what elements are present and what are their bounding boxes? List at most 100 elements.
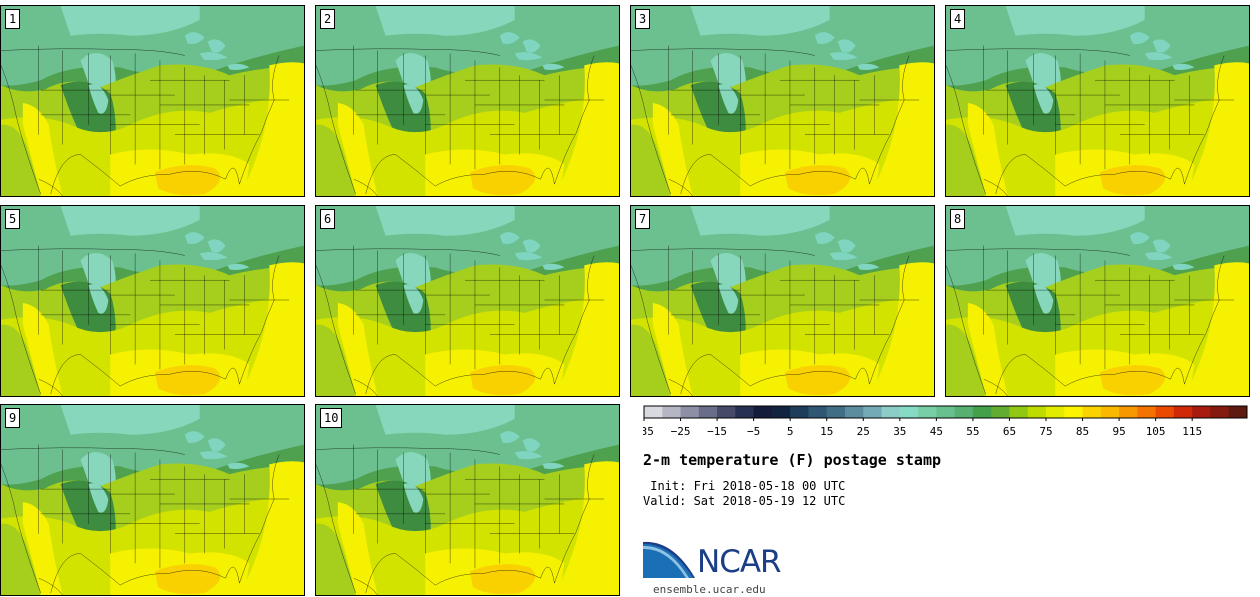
map-panel[interactable]: 4	[945, 5, 1250, 197]
map-panel[interactable]: 3	[630, 5, 935, 197]
map-panel[interactable]: 1	[0, 5, 305, 197]
state-border	[1, 464, 41, 594]
temperature-region	[1099, 365, 1166, 396]
state-border	[1, 248, 185, 256]
map-image	[316, 405, 619, 595]
temperature-region	[199, 252, 228, 261]
colorbar-swatch	[954, 406, 974, 418]
state-border	[1, 48, 185, 56]
panel-number-label: 6	[320, 209, 336, 229]
temperature-region	[837, 239, 856, 253]
colorbar-swatch	[1210, 406, 1230, 418]
temperature-region	[1005, 6, 1145, 36]
map-panel[interactable]: 5	[0, 205, 305, 397]
map-image	[316, 206, 619, 396]
map-panel[interactable]: 9	[0, 404, 305, 596]
temperature-region	[631, 124, 671, 196]
temperature-region	[554, 62, 619, 196]
map-panel[interactable]: 10	[315, 404, 620, 596]
temperature-region	[239, 62, 304, 196]
map-panel[interactable]: 7	[630, 205, 935, 397]
map-panel[interactable]: 6	[315, 205, 620, 397]
state-border	[50, 255, 280, 395]
temperature-region	[829, 252, 858, 261]
state-border	[668, 178, 693, 196]
colorbar-tick-label: 25	[857, 425, 870, 438]
ncar-logo-icon	[643, 541, 695, 578]
temperature-region	[1005, 206, 1145, 236]
panel-number-label: 1	[5, 9, 21, 29]
temperature-region	[375, 6, 515, 36]
colorbar-swatch	[881, 406, 901, 418]
colorbar-swatch	[1228, 406, 1248, 418]
colorbar-tick-label: −5	[747, 425, 760, 438]
colorbar-swatch	[826, 406, 846, 418]
state-border	[946, 65, 986, 195]
temperature-region	[542, 263, 565, 270]
temperature-region	[403, 483, 424, 513]
state-border	[365, 55, 595, 195]
colorbar-swatch	[644, 406, 663, 418]
temperature-region	[239, 262, 304, 396]
temperature-region	[1152, 239, 1171, 253]
temperature-region	[239, 461, 304, 595]
colorbar-tick-label: 75	[1039, 425, 1052, 438]
ncar-logo[interactable]: NCAR ensemble.ucar.edu	[643, 540, 803, 596]
temperature-region	[829, 52, 858, 61]
temperature-colorbar: −35 −25 −15 −5 5 15 25 35 45 55 65 75 85 95 105 115	[643, 405, 1248, 438]
temperature-region	[1, 324, 41, 396]
map-image	[631, 6, 934, 196]
colorbar-tick-label: 45	[930, 425, 943, 438]
temperature-region	[227, 263, 250, 270]
temperature-region	[499, 431, 520, 443]
state-border	[946, 248, 1130, 256]
colorbar-swatch	[808, 406, 828, 418]
map-panel[interactable]: 8	[945, 205, 1250, 397]
temperature-region	[1129, 232, 1150, 244]
state-border	[983, 178, 1008, 196]
temperature-region	[184, 431, 205, 443]
temperature-region	[184, 232, 205, 244]
colorbar-swatch	[790, 406, 809, 418]
temperature-region	[1172, 63, 1195, 70]
colorbar-swatch	[1173, 406, 1193, 418]
state-border	[1, 265, 41, 395]
state-border	[680, 55, 910, 195]
state-border	[631, 265, 671, 395]
temperature-region	[227, 63, 250, 70]
temperature-region	[542, 63, 565, 70]
state-border	[631, 65, 671, 195]
state-border	[995, 255, 1225, 395]
colorbar-tick-label: 85	[1076, 425, 1089, 438]
colorbar-swatch	[972, 406, 992, 418]
state-border	[353, 577, 378, 595]
colorbar-tick-label: −15	[707, 425, 727, 438]
temperature-region	[690, 6, 830, 36]
temperature-region	[946, 124, 986, 196]
colorbar-swatch	[936, 406, 956, 418]
temperature-region	[690, 206, 830, 236]
temperature-region	[718, 284, 739, 314]
temperature-region	[499, 232, 520, 244]
ncar-url[interactable]: ensemble.ucar.edu	[653, 583, 766, 596]
temperature-region	[88, 284, 109, 314]
colorbar-swatch	[1192, 406, 1211, 418]
temperature-region	[499, 32, 520, 44]
temperature-region	[1184, 262, 1249, 396]
temperature-region	[403, 84, 424, 114]
temperature-region	[1033, 84, 1054, 114]
colorbar-tick-label: 115	[1182, 425, 1202, 438]
colorbar-swatch	[1027, 406, 1047, 418]
temperature-region	[154, 165, 221, 196]
state-border	[38, 178, 63, 196]
colorbar-tick-label: 65	[1003, 425, 1016, 438]
map-panel[interactable]: 2	[315, 5, 620, 197]
temperature-region	[1129, 32, 1150, 44]
temperature-region	[199, 451, 228, 460]
colorbar-swatch	[845, 406, 864, 418]
colorbar-swatch	[662, 406, 681, 418]
state-border	[946, 48, 1130, 56]
colorbar-swatch	[735, 406, 755, 418]
state-border	[353, 378, 378, 396]
temperature-region	[375, 206, 515, 236]
